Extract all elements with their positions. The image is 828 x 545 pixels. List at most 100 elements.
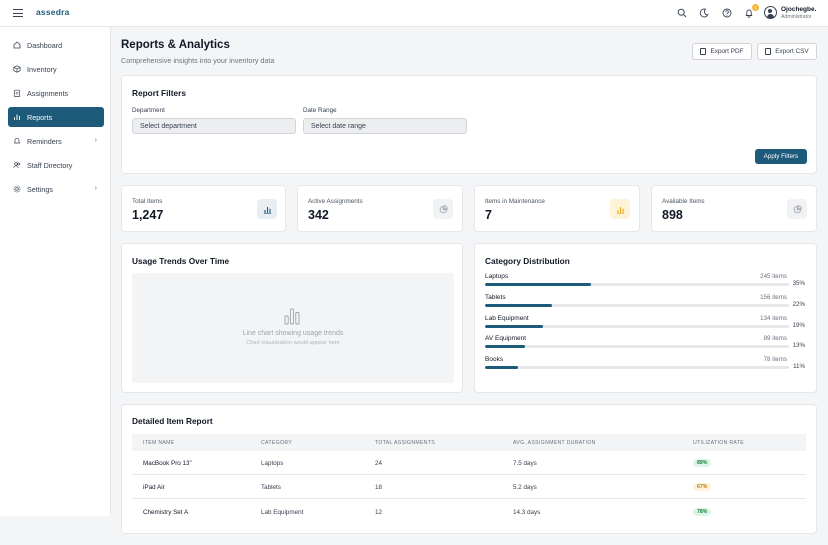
sidebar-item-label: Dashboard (27, 40, 63, 50)
user-role: Administrator (781, 14, 812, 20)
category-distribution-title: Category Distribution (485, 256, 570, 266)
table-row[interactable]: iPad Air Tablets 18 5.2 days 67% (132, 475, 806, 499)
top-bar: assedra 1 Ojochegbe. Administrator (0, 0, 828, 27)
stat-label: Available Items (662, 198, 705, 205)
bar-chart-icon (257, 199, 277, 219)
gear-icon (13, 185, 21, 193)
table-row[interactable]: MacBook Pro 13" Laptops 24 7.5 days 89% (132, 451, 806, 475)
sidebar-item-label: Reports (27, 112, 53, 122)
category-percent: 22% (792, 301, 805, 308)
utilization-badge: 89% (693, 459, 712, 467)
category-row: AV Equipment 89 items 13% (485, 335, 805, 355)
brand-logo[interactable]: assedra (36, 7, 70, 17)
clipboard-icon (13, 89, 21, 97)
export-csv-label: Export CSV (775, 48, 809, 55)
sidebar-item-label: Reminders (27, 136, 62, 146)
category-percent: 19% (792, 322, 805, 329)
category-percent: 13% (792, 342, 805, 349)
table-row[interactable]: Chemistry Set A Lab Equipment 12 14.3 da… (132, 500, 806, 524)
stat-value: 1,247 (132, 208, 164, 222)
stat-label: Active Assignments (308, 198, 363, 205)
sidebar-item-reminders[interactable]: Reminders › (8, 131, 104, 151)
category-name: AV Equipment (485, 335, 527, 342)
column-header[interactable]: TOTAL ASSIGNMENTS (375, 440, 436, 446)
category-percent: 35% (792, 280, 805, 287)
cell-category: Tablets (261, 484, 281, 491)
category-count: 89 items (763, 335, 787, 342)
category-name: Laptops (485, 273, 509, 280)
department-select[interactable]: Select department (132, 118, 296, 134)
user-avatar-icon[interactable] (764, 6, 777, 19)
sidebar-item-staff-directory[interactable]: Staff Directory (8, 155, 104, 175)
table-header: ITEM NAME CATEGORY TOTAL ASSIGNMENTS AVG… (132, 434, 806, 451)
moon-icon[interactable] (698, 7, 710, 19)
report-filters-card: Report Filters Department Select departm… (121, 75, 817, 174)
user-name[interactable]: Ojochegbe. (781, 6, 817, 13)
sidebar-item-reports[interactable]: Reports (8, 107, 104, 127)
category-name: Books (485, 356, 504, 363)
category-count: 134 items (760, 315, 787, 322)
bell-icon[interactable] (743, 7, 755, 19)
category-progress-track (485, 325, 789, 328)
page-title: Reports & Analytics (121, 39, 230, 51)
cell-category: Laptops (261, 460, 284, 467)
placeholder-subtext: Chart visualization would appear here (246, 340, 340, 346)
department-label: Department (132, 107, 165, 114)
category-progress-fill (485, 304, 552, 307)
column-header[interactable]: AVG. ASSIGNMENT DURATION (513, 440, 596, 446)
utilization-badge: 67% (693, 483, 712, 491)
pie-chart-icon (433, 199, 453, 219)
column-header[interactable]: CATEGORY (261, 440, 293, 446)
export-csv-button[interactable]: Export CSV (757, 43, 817, 60)
stat-value: 7 (485, 208, 492, 222)
cell-item-name: MacBook Pro 13" (143, 460, 192, 467)
category-name: Lab Equipment (485, 315, 529, 322)
grid-icon (13, 41, 21, 49)
category-distribution-card: Category Distribution Laptops 245 items … (474, 243, 817, 393)
apply-filters-button[interactable]: Apply Filters (755, 149, 807, 164)
sidebar-item-label: Staff Directory (27, 160, 73, 170)
sidebar-item-label: Settings (27, 184, 53, 194)
sidebar-item-dashboard[interactable]: Dashboard (8, 35, 104, 55)
category-progress-fill (485, 283, 592, 286)
category-name: Tablets (485, 294, 506, 301)
date-range-select[interactable]: Select date range (303, 118, 467, 134)
export-pdf-button[interactable]: Export PDF (692, 43, 752, 60)
category-progress-track (485, 345, 789, 348)
sidebar-item-assignments[interactable]: Assignments (8, 83, 104, 103)
bar-chart-icon (13, 113, 21, 121)
search-icon[interactable] (676, 7, 688, 19)
cell-avg-duration: 14.3 days (513, 509, 541, 516)
detailed-report-title: Detailed Item Report (132, 416, 213, 426)
category-progress-fill (485, 366, 519, 369)
sidebar: Dashboard Inventory Assignments Reports … (0, 27, 111, 516)
menu-icon[interactable] (13, 9, 23, 17)
sidebar-item-settings[interactable]: Settings › (8, 179, 104, 199)
placeholder-text: Line chart showing usage trends (242, 330, 344, 337)
category-count: 78 items (763, 356, 787, 363)
stat-card-available-items: Available Items 898 (651, 185, 817, 232)
utilization-badge: 78% (693, 508, 712, 516)
column-header[interactable]: ITEM NAME (143, 440, 175, 446)
usage-trends-title: Usage Trends Over Time (132, 256, 230, 266)
date-range-label: Date Range (303, 107, 337, 114)
column-header[interactable]: UTILIZATION RATE (693, 440, 745, 446)
cell-total-assignments: 12 (375, 509, 383, 516)
users-icon (13, 161, 21, 169)
detailed-item-report-card: Detailed Item Report ITEM NAME CATEGORY … (121, 404, 817, 534)
sidebar-item-inventory[interactable]: Inventory (8, 59, 104, 79)
category-progress-track (485, 283, 789, 286)
category-row: Laptops 245 items 35% (485, 273, 805, 293)
stat-card-items-in-maintenance: Items in Maintenance 7 (474, 185, 640, 232)
page-subtitle: Comprehensive insights into your invento… (121, 56, 275, 65)
chevron-right-icon: › (94, 137, 97, 144)
stat-card-total-items: Total Items 1,247 (121, 185, 286, 232)
category-count: 245 items (760, 273, 787, 280)
category-percent: 11% (793, 363, 805, 370)
category-row: Tablets 156 items 22% (485, 294, 805, 314)
sidebar-item-label: Inventory (27, 64, 57, 74)
stat-label: Total Items (132, 198, 163, 205)
help-icon[interactable] (721, 7, 733, 19)
stat-value: 342 (308, 208, 329, 222)
file-icon (700, 48, 707, 55)
